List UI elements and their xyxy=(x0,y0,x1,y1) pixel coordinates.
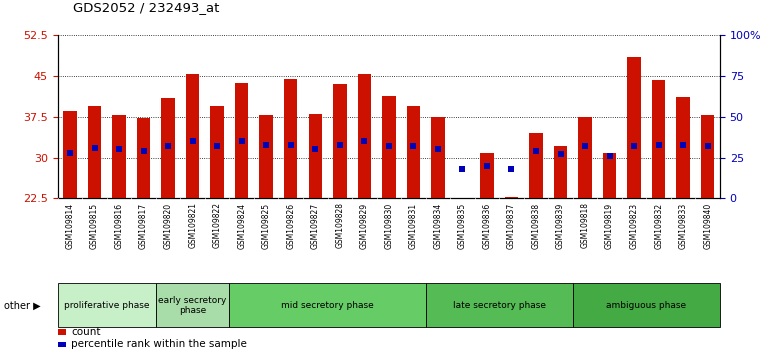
Bar xyxy=(554,145,567,198)
Text: count: count xyxy=(71,327,101,337)
Bar xyxy=(480,153,494,198)
Text: ambiguous phase: ambiguous phase xyxy=(606,301,686,310)
Bar xyxy=(431,117,444,198)
Bar xyxy=(210,106,224,198)
Text: GSM109833: GSM109833 xyxy=(678,202,688,249)
Text: GSM109821: GSM109821 xyxy=(188,202,197,249)
Text: GSM109829: GSM109829 xyxy=(360,202,369,249)
Text: GSM109834: GSM109834 xyxy=(434,202,443,249)
Text: GSM109828: GSM109828 xyxy=(335,202,344,249)
Text: GSM109824: GSM109824 xyxy=(237,202,246,249)
Text: GSM109827: GSM109827 xyxy=(311,202,320,249)
Text: GSM109820: GSM109820 xyxy=(163,202,172,249)
Bar xyxy=(58,329,66,335)
Bar xyxy=(701,115,715,198)
Text: GSM109822: GSM109822 xyxy=(213,202,222,249)
Text: GSM109836: GSM109836 xyxy=(483,202,491,249)
Bar xyxy=(426,283,573,327)
Bar xyxy=(456,198,469,199)
Text: GSM109816: GSM109816 xyxy=(115,202,123,249)
Text: GSM109831: GSM109831 xyxy=(409,202,418,249)
Text: GSM109826: GSM109826 xyxy=(286,202,295,249)
Bar xyxy=(578,117,592,198)
Text: proliferative phase: proliferative phase xyxy=(64,301,149,310)
Bar xyxy=(162,98,175,198)
Bar xyxy=(156,283,229,327)
Bar xyxy=(628,57,641,198)
Bar xyxy=(63,112,77,198)
Text: GSM109832: GSM109832 xyxy=(654,202,663,249)
Text: GSM109835: GSM109835 xyxy=(458,202,467,249)
Text: GSM109825: GSM109825 xyxy=(262,202,271,249)
Text: GSM109819: GSM109819 xyxy=(605,202,614,249)
Bar xyxy=(137,119,150,198)
Text: other ▶: other ▶ xyxy=(4,300,41,310)
Bar xyxy=(357,74,371,198)
Bar xyxy=(309,114,322,198)
Text: GSM109817: GSM109817 xyxy=(139,202,148,249)
Text: percentile rank within the sample: percentile rank within the sample xyxy=(71,339,247,349)
Text: GSM109823: GSM109823 xyxy=(630,202,638,249)
Text: late secretory phase: late secretory phase xyxy=(453,301,546,310)
Text: GDS2052 / 232493_at: GDS2052 / 232493_at xyxy=(73,1,219,14)
Bar xyxy=(382,96,396,198)
Text: GSM109818: GSM109818 xyxy=(581,202,590,249)
Bar xyxy=(58,283,156,327)
Text: GSM109839: GSM109839 xyxy=(556,202,565,249)
Bar xyxy=(259,115,273,198)
Bar xyxy=(505,197,518,198)
Bar xyxy=(676,97,690,198)
Bar xyxy=(58,342,66,347)
Bar xyxy=(88,106,102,198)
Bar xyxy=(112,115,126,198)
Bar xyxy=(186,74,199,198)
Bar xyxy=(407,106,420,198)
Text: GSM109840: GSM109840 xyxy=(703,202,712,249)
Bar xyxy=(529,133,543,198)
Bar xyxy=(573,283,720,327)
Bar xyxy=(284,79,297,198)
Bar xyxy=(333,84,347,198)
Text: GSM109830: GSM109830 xyxy=(384,202,393,249)
Text: mid secretory phase: mid secretory phase xyxy=(281,301,374,310)
Text: GSM109815: GSM109815 xyxy=(90,202,99,249)
Text: GSM109814: GSM109814 xyxy=(65,202,75,249)
Text: early secretory
phase: early secretory phase xyxy=(159,296,227,315)
Bar xyxy=(652,80,665,198)
Text: GSM109838: GSM109838 xyxy=(531,202,541,249)
Bar xyxy=(229,283,426,327)
Bar xyxy=(603,153,616,198)
Bar xyxy=(235,82,249,198)
Text: GSM109837: GSM109837 xyxy=(507,202,516,249)
